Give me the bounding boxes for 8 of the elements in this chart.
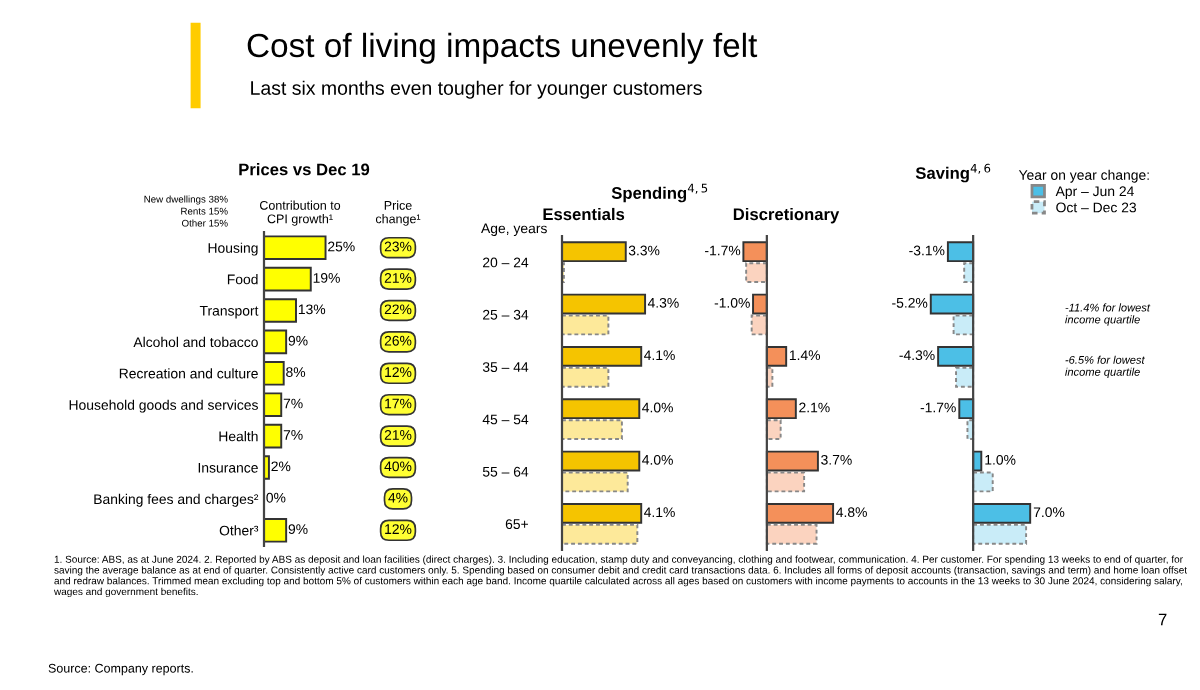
text: Cost of living impacts unevenly felt <box>247 32 758 64</box>
chart-subtitle: Essentials <box>543 207 625 221</box>
text: Last six months even tougher for younger customers <box>251 80 702 99</box>
chart-subtitle: Discretionary <box>733 207 840 224</box>
chart-title: Saving$^{4,6}$ <box>915 163 991 183</box>
chart-title: Prices vs Dec 19 <box>239 163 370 176</box>
text: 7 <box>1158 613 1167 626</box>
text: Spending$^{4,5}$ <box>611 183 708 203</box>
